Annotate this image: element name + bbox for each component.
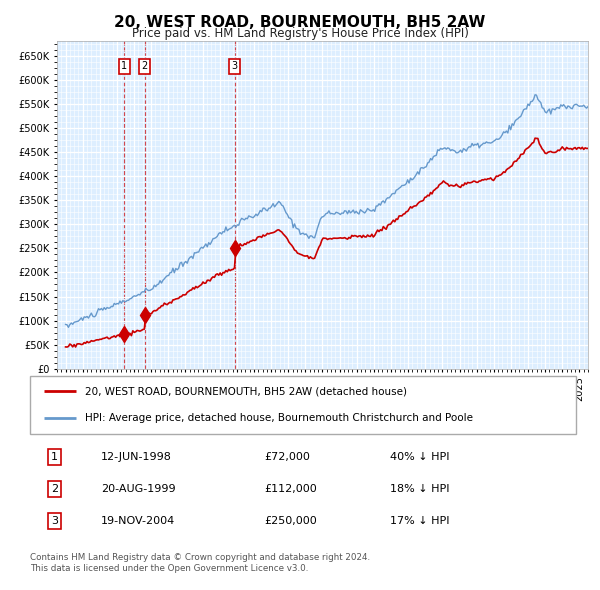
Text: 3: 3 — [51, 516, 58, 526]
Text: Contains HM Land Registry data © Crown copyright and database right 2024.
This d: Contains HM Land Registry data © Crown c… — [30, 553, 370, 573]
Text: 19-NOV-2004: 19-NOV-2004 — [101, 516, 175, 526]
Text: 1: 1 — [51, 452, 58, 462]
Text: £112,000: £112,000 — [265, 484, 317, 494]
Text: 17% ↓ HPI: 17% ↓ HPI — [391, 516, 450, 526]
Text: £250,000: £250,000 — [265, 516, 317, 526]
Text: 20, WEST ROAD, BOURNEMOUTH, BH5 2AW: 20, WEST ROAD, BOURNEMOUTH, BH5 2AW — [115, 15, 485, 30]
Text: 2: 2 — [51, 484, 58, 494]
Text: 20, WEST ROAD, BOURNEMOUTH, BH5 2AW (detached house): 20, WEST ROAD, BOURNEMOUTH, BH5 2AW (det… — [85, 386, 407, 396]
Text: 12-JUN-1998: 12-JUN-1998 — [101, 452, 172, 462]
Text: 20-AUG-1999: 20-AUG-1999 — [101, 484, 176, 494]
Text: HPI: Average price, detached house, Bournemouth Christchurch and Poole: HPI: Average price, detached house, Bour… — [85, 413, 473, 423]
FancyBboxPatch shape — [30, 376, 576, 434]
Text: £72,000: £72,000 — [265, 452, 311, 462]
Text: 40% ↓ HPI: 40% ↓ HPI — [391, 452, 450, 462]
Text: Price paid vs. HM Land Registry's House Price Index (HPI): Price paid vs. HM Land Registry's House … — [131, 27, 469, 40]
Text: 18% ↓ HPI: 18% ↓ HPI — [391, 484, 450, 494]
Text: 1: 1 — [121, 61, 128, 71]
Text: 2: 2 — [142, 61, 148, 71]
Text: 3: 3 — [232, 61, 238, 71]
